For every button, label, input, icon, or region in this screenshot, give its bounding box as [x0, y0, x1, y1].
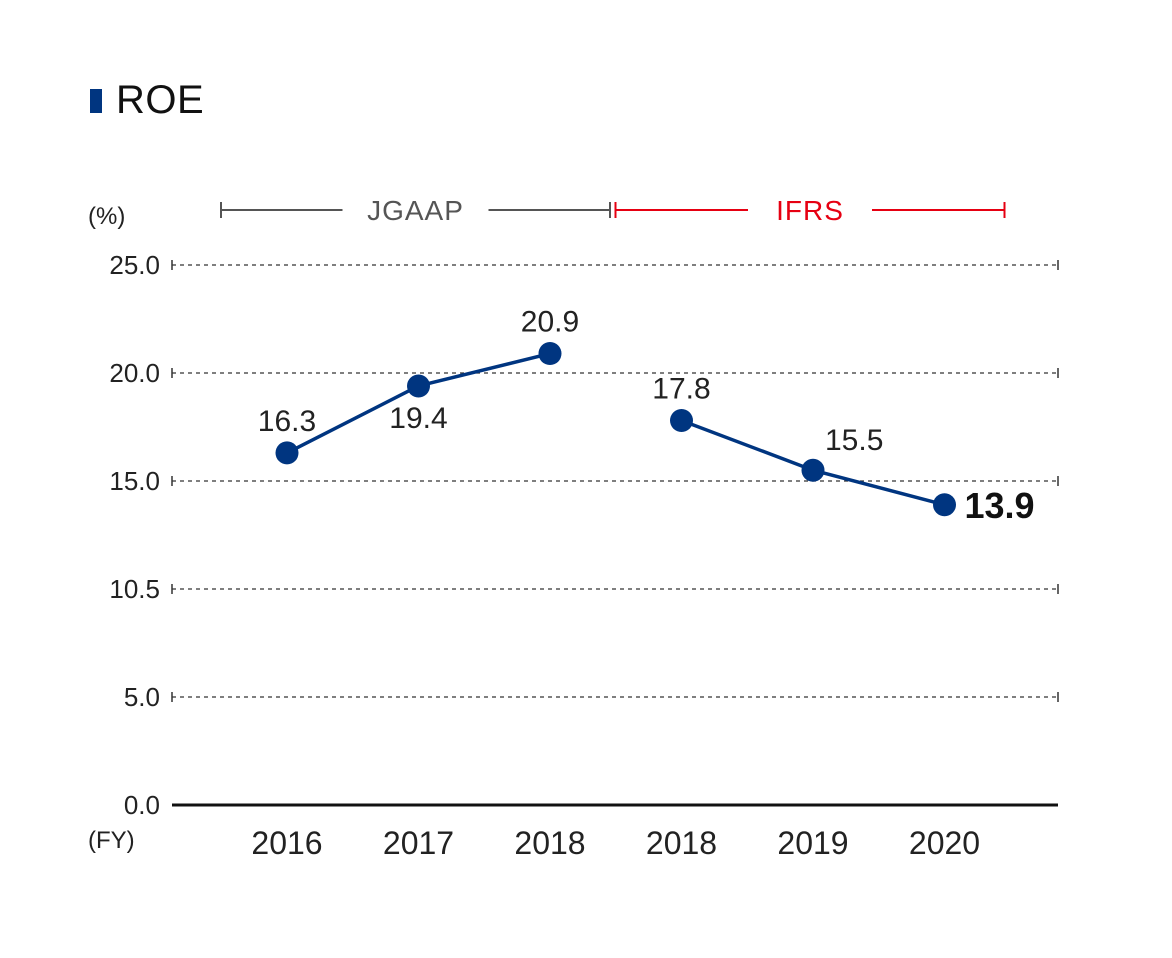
- x-tick-label: 2019: [777, 825, 848, 861]
- grid-layer: [171, 260, 1059, 702]
- y-tick-label: 15.0: [109, 466, 160, 496]
- x-tick-label: 2017: [383, 825, 454, 861]
- data-point: [275, 441, 299, 465]
- data-point: [933, 493, 956, 517]
- y-tick-label: 5.0: [124, 682, 160, 712]
- data-label: 19.4: [389, 402, 447, 435]
- series-layer: 16.3 19.4 20.9 17.8 15.5 13.9: [258, 306, 1035, 526]
- axis-layer: (%) (FY) 0.0 5.0 10.5 15.0 20.0 25.0 2016 2017 2…: [88, 203, 1058, 861]
- data-label: 13.9: [965, 485, 1035, 526]
- segment-label-jgaap: JGAAP: [367, 195, 464, 226]
- x-tick-label: 2020: [909, 825, 980, 861]
- data-point: [670, 409, 693, 433]
- x-tick-label: 2018: [646, 825, 717, 861]
- data-label: 15.5: [825, 424, 883, 457]
- data-label: 17.8: [652, 373, 710, 406]
- data-point: [407, 374, 430, 398]
- y-tick-label: 10.5: [109, 574, 160, 604]
- x-tick-label: 2018: [514, 825, 585, 861]
- y-tick-label: 25.0: [109, 250, 160, 280]
- y-tick-label: 0.0: [124, 790, 160, 820]
- chart-title: ROE: [116, 78, 205, 122]
- accounting-standard-brackets: JGAAP IFRS: [220, 195, 1006, 226]
- chart-title-group: ROE: [90, 78, 204, 123]
- data-label: 20.9: [521, 306, 579, 339]
- data-label: 16.3: [258, 405, 316, 438]
- y-tick-label: 20.0: [109, 358, 160, 388]
- x-tick-label: 2016: [251, 825, 322, 861]
- title-marker-icon: [90, 88, 102, 113]
- segment-label-ifrs: IFRS: [776, 195, 844, 226]
- x-axis-unit-label: (FY): [88, 827, 135, 854]
- data-point: [801, 458, 825, 482]
- data-point: [538, 342, 562, 366]
- y-axis-unit-label: (%): [88, 203, 125, 230]
